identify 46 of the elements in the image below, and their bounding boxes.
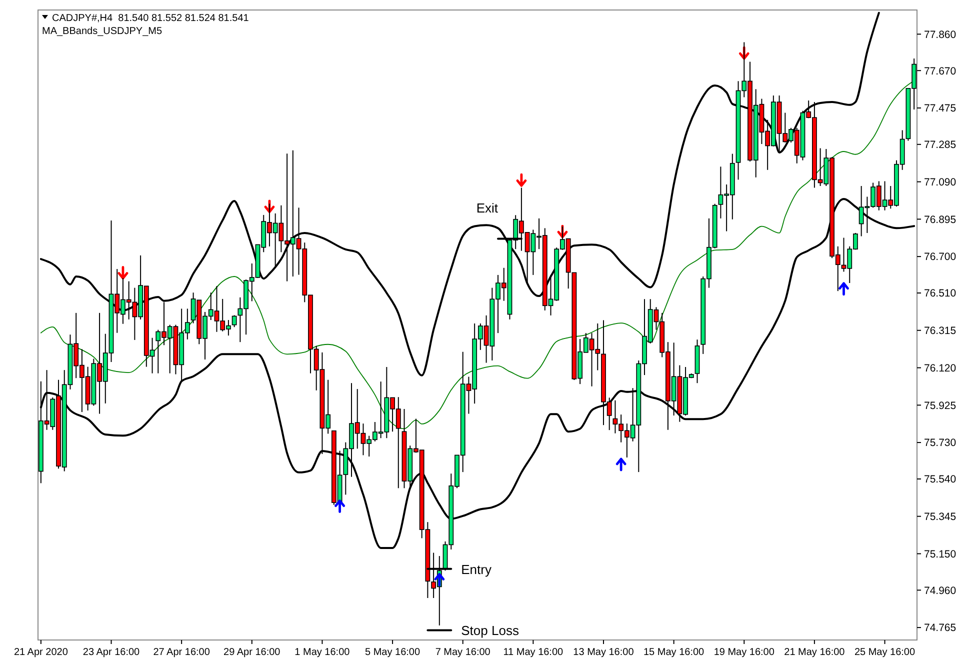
x-tick-label: 21 May 16:00 (784, 647, 846, 658)
y-tick-label: 75.540 (924, 474, 956, 486)
point (334, 500, 345, 513)
point (434, 573, 445, 586)
x-tick-label: 11 May 16:00 (503, 647, 564, 658)
y-tick-label: 74.765 (924, 622, 956, 634)
series-label: Stop Loss (461, 623, 520, 638)
chart-title: CADJPY#,H4 81.540 81.552 81.524 81.541 (52, 13, 250, 24)
y-tick-label: 76.120 (924, 362, 956, 374)
text: MA_BBands_USDJPY_M5 (42, 26, 162, 37)
y-tick-label: 75.730 (924, 437, 956, 450)
candlestick (232, 314, 237, 328)
y-tick-label: 74.960 (924, 584, 956, 597)
y-tick-label: 75.345 (924, 511, 956, 524)
x-tick-label: 23 Apr 16:00 (82, 647, 140, 658)
point (557, 224, 568, 238)
x-tick-label: 19 May 16:00 (714, 647, 775, 658)
point (264, 200, 275, 214)
point (118, 266, 128, 280)
series-label: Entry (461, 562, 492, 577)
x-tick-label: 15 May 16:00 (644, 647, 705, 658)
y-tick-label: 75.925 (924, 400, 956, 412)
x-tick-label: 5 May 16:00 (365, 647, 420, 658)
y-tick-label: 77.670 (924, 65, 956, 78)
y-tick-label: 76.510 (924, 288, 956, 300)
y-tick-label: 77.475 (924, 102, 956, 115)
y-tick-label: 76.895 (924, 214, 956, 226)
y-tick-label: 77.090 (924, 176, 956, 188)
x-tick-label: 13 May 16:00 (573, 647, 634, 658)
y-tick-label: 75.150 (924, 548, 956, 560)
line-series (40, 12, 880, 376)
x-tick-label: 1 May 16:00 (294, 647, 350, 658)
x-tick-label: 25 May 16:00 (854, 647, 916, 658)
point (616, 458, 626, 472)
point (516, 173, 527, 187)
x-tick-label: 29 Apr 16:00 (224, 647, 281, 658)
y-tick-label: 76.315 (924, 325, 956, 338)
series-label: Exit (476, 200, 498, 216)
y-tick-label: 77.860 (924, 28, 956, 41)
x-tick-label: 27 Apr 16:00 (153, 647, 210, 658)
point (738, 46, 750, 60)
x-tick-label: 21 Apr 2020 (14, 647, 68, 658)
point (838, 282, 849, 296)
y-tick-label: 76.700 (924, 251, 956, 264)
y-tick-label: 77.285 (924, 139, 956, 152)
x-tick-label: 7 May 16:00 (435, 647, 491, 658)
